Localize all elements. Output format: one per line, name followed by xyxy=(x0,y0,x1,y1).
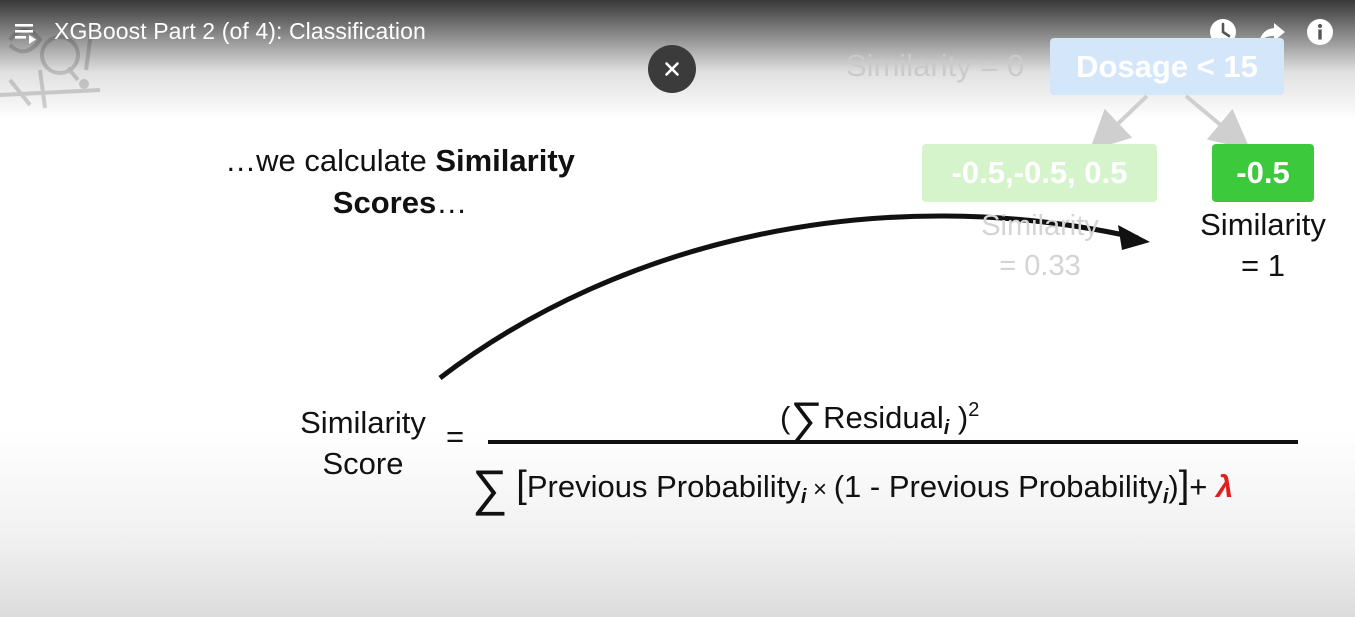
den-times: × xyxy=(806,476,834,503)
caption-pre: …we calculate xyxy=(225,143,436,178)
den-subscript-2: i xyxy=(1162,486,1169,508)
den-sigma: ∑ xyxy=(472,460,508,516)
root-similarity-label: Similarity = 0 xyxy=(846,48,1025,83)
den-bracket-open: [ xyxy=(516,464,527,506)
lambda-symbol: λ xyxy=(1215,469,1234,504)
num-term: Residual xyxy=(823,400,944,435)
den-close-paren: ) xyxy=(1168,469,1179,504)
share-icon[interactable] xyxy=(1257,17,1287,47)
slide-caption: …we calculate Similarity Scores… xyxy=(200,140,600,224)
num-close-paren: ) xyxy=(949,400,969,435)
den-term2: (1 - Previous Probability xyxy=(833,469,1163,504)
left-similarity: Similarity = 0.33 xyxy=(925,206,1155,286)
right-similarity: Similarity = 1 xyxy=(1185,204,1341,286)
formula-lhs-line1: Similarity xyxy=(300,405,426,440)
close-button[interactable] xyxy=(648,45,696,93)
den-subscript-1: i xyxy=(800,486,807,508)
num-sigma: ∑ xyxy=(790,392,824,444)
caption-bold-2: Scores xyxy=(332,185,437,220)
leaf-right-residual: -0.5 xyxy=(1212,144,1314,202)
tree-branch-left xyxy=(1089,94,1149,151)
info-icon[interactable] xyxy=(1305,17,1335,47)
formula-denominator: ∑ [Previous Probabilityi × (1 - Previous… xyxy=(472,451,1234,516)
tree-branch-right xyxy=(1184,94,1251,150)
num-subscript: i xyxy=(943,417,950,439)
leaf-left-residuals: -0.5,-0.5, 0.5 xyxy=(922,144,1157,202)
statquest-logo-icon xyxy=(0,24,101,109)
formula-lhs-line2: Score xyxy=(322,446,404,481)
playlist-icon[interactable] xyxy=(12,18,40,46)
caption-post: … xyxy=(436,185,468,220)
caption-bold-1: Similarity xyxy=(435,143,575,178)
left-similarity-value: = 0.33 xyxy=(999,250,1081,282)
formula-equals: = xyxy=(446,419,465,454)
den-plus: + xyxy=(1189,469,1216,504)
den-term1: Previous Probability xyxy=(526,469,801,504)
close-icon xyxy=(665,62,679,76)
formula-numerator: (∑Residuali )2 xyxy=(780,385,980,444)
fraction-line xyxy=(488,440,1298,444)
right-similarity-label: Similarity xyxy=(1200,207,1326,242)
left-similarity-label: Similarity xyxy=(981,210,1099,242)
den-bracket-close: ] xyxy=(1178,464,1190,506)
num-open-paren: ( xyxy=(780,400,791,435)
right-similarity-value: = 1 xyxy=(1241,248,1285,283)
formula-lhs: Similarity Score xyxy=(282,402,444,484)
root-node-dosage: Dosage < 15 xyxy=(1050,38,1284,95)
num-superscript: 2 xyxy=(968,399,980,421)
video-title[interactable]: XGBoost Part 2 (of 4): Classification xyxy=(54,18,426,44)
